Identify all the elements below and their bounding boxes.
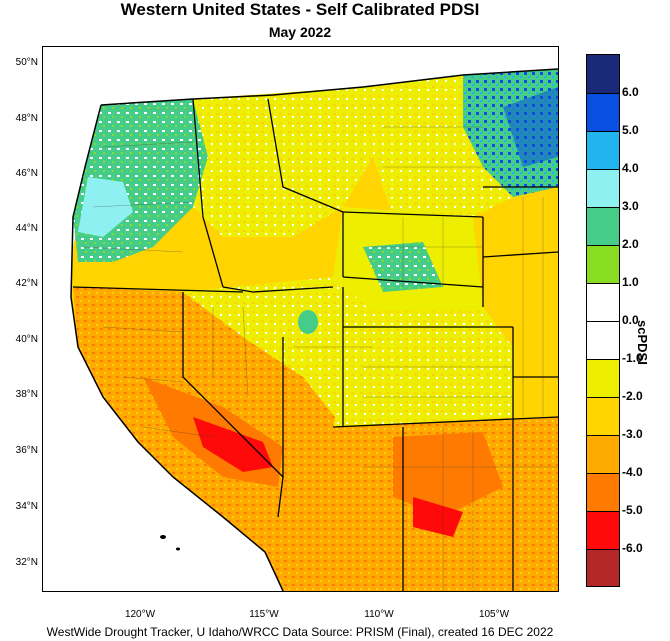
- lon-label-115: 115°W: [249, 609, 279, 620]
- state-boundaries: [72, 98, 558, 591]
- lon-label-110: 110°W: [364, 609, 394, 620]
- colorbar-label: 0.0: [622, 313, 639, 327]
- lat-label-42: 42°N: [15, 278, 38, 289]
- colorbar-label: 5.0: [622, 123, 639, 137]
- colorbar-label: -4.0: [622, 465, 643, 479]
- colorbar-label: -2.0: [622, 389, 643, 403]
- colorbar-segment: [587, 549, 619, 586]
- colorbar-label: 3.0: [622, 199, 639, 213]
- lat-label-48: 48°N: [15, 113, 38, 124]
- great-basin: [183, 277, 373, 427]
- colorbar-segment: [587, 321, 619, 359]
- colorbar-label: 1.0: [622, 275, 639, 289]
- colorbar-segment: [587, 207, 619, 245]
- channel-island: [160, 535, 166, 539]
- map-title: Western United States - Self Calibrated …: [120, 0, 480, 19]
- lat-label-44: 44°N: [15, 223, 38, 234]
- footer-credit: WestWide Drought Tracker, U Idaho/WRCC D…: [46, 625, 554, 639]
- montana-region: [363, 75, 513, 217]
- map-subtitle: May 2022: [268, 24, 332, 40]
- colorbar-label: -1.0: [622, 351, 643, 365]
- coastal-wet-region: [78, 177, 133, 237]
- lon-label-120: 120°W: [124, 609, 156, 620]
- lat-label-46: 46°N: [15, 168, 38, 179]
- lat-label-32: 32°N: [15, 557, 38, 568]
- colorbar-segment: [587, 397, 619, 435]
- colorbar-segment: [587, 55, 619, 93]
- colorbar-segment: [587, 93, 619, 131]
- colorbar-label: 6.0: [622, 85, 639, 99]
- northern-rockies: [193, 87, 373, 237]
- colorbar-label: 4.0: [622, 161, 639, 175]
- canada-border: [100, 68, 558, 106]
- colorbar-title: scPDSI: [635, 320, 650, 365]
- lon-label-105: 105°W: [478, 609, 510, 620]
- lat-label-34: 34°N: [15, 501, 38, 512]
- drought-map: [42, 46, 559, 592]
- colorbar-segment: [587, 359, 619, 397]
- colorbar-segment: [587, 511, 619, 549]
- colorbar-segment: [587, 283, 619, 321]
- colorbar-label: -5.0: [622, 503, 643, 517]
- lat-label-36: 36°N: [15, 445, 38, 456]
- new-mexico-dry: [393, 432, 503, 517]
- colorbar-segment: [587, 473, 619, 511]
- colorbar-label: -6.0: [622, 541, 643, 555]
- colorbar: [586, 54, 620, 587]
- lat-label-50: 50°N: [15, 57, 38, 68]
- extreme-drought-nm: [413, 497, 463, 537]
- great-salt-lake: [298, 310, 318, 334]
- very-wet-region: [503, 87, 558, 167]
- extreme-drought-nv: [193, 417, 273, 472]
- county-boundaries: [82, 126, 558, 591]
- colorbar-segment: [587, 131, 619, 169]
- colorbar-label: 2.0: [622, 237, 639, 251]
- plains-region: [483, 187, 558, 417]
- lat-label-40: 40°N: [15, 334, 38, 345]
- colorbar-segment: [587, 245, 619, 283]
- map-svg: [43, 47, 558, 591]
- coastline: [70, 104, 266, 553]
- channel-island: [176, 547, 180, 551]
- lat-label-38: 38°N: [15, 389, 38, 400]
- colorbar-segment: [587, 169, 619, 207]
- mexico-border: [264, 551, 284, 591]
- colorbar-segment: [587, 435, 619, 473]
- colorbar-label: -3.0: [622, 427, 643, 441]
